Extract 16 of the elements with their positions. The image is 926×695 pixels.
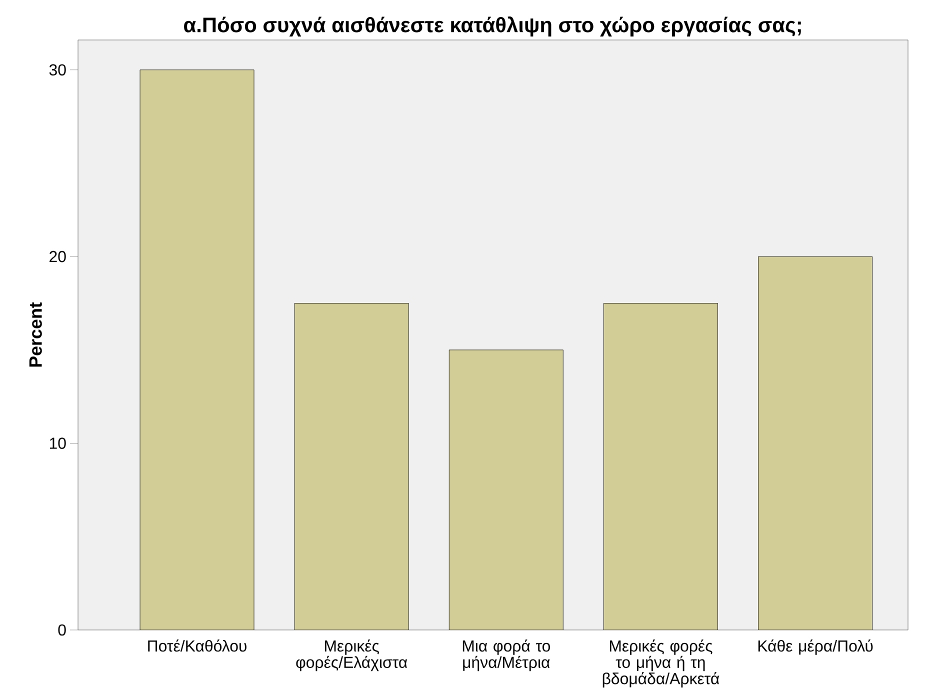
y-tick-label: 30 (49, 64, 66, 76)
x-tick-label: Κάθε μέρα/Πολύ (758, 640, 873, 655)
bar (604, 303, 718, 630)
x-tick-label: Ποτέ/Καθόλου (148, 640, 246, 652)
y-tick-label: 10 (50, 438, 66, 449)
y-tick-label: 20 (50, 250, 66, 262)
y-tick-label: 0 (58, 624, 66, 636)
x-tick-label: Μερικές φορές/Ελάχιστα (296, 640, 408, 672)
x-tick-label: Μια φορά το μήνα/Μέτρια (462, 640, 550, 672)
bar (448, 350, 564, 630)
x-tick-label: Μερικές φορές το μήνα ή τη βδομάδα/Αρκετά (602, 640, 720, 688)
bar (758, 256, 872, 630)
y-axis-title: Percent (29, 302, 42, 367)
chart-title: α.Πόσο συχνά αισθάνεστε κατάθλιψη στο χώρο εργασίας σας; (184, 16, 801, 36)
bar (294, 303, 409, 630)
bar (140, 70, 254, 630)
